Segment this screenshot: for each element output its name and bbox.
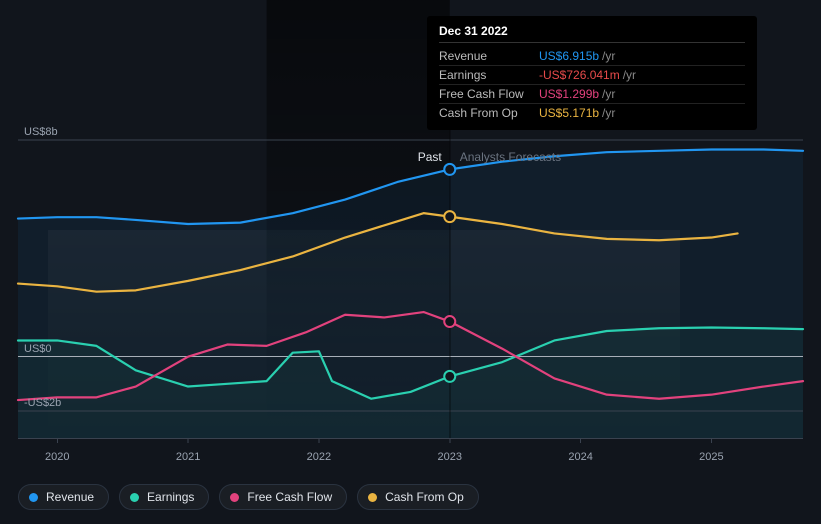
tooltip-row: Cash From OpUS$5.171b/yr — [439, 104, 745, 122]
tooltip-row-value: US$5.171b/yr — [539, 106, 745, 120]
tooltip-row: RevenueUS$6.915b/yr — [439, 47, 745, 66]
legend-dot-icon — [130, 493, 139, 502]
y-axis-label: US$8b — [24, 126, 58, 138]
legend-label: Free Cash Flow — [247, 490, 332, 504]
tooltip-row-value: US$1.299b/yr — [539, 87, 745, 101]
legend-item-revenue[interactable]: Revenue — [18, 484, 109, 510]
legend-label: Cash From Op — [385, 490, 464, 504]
tooltip-row-label: Free Cash Flow — [439, 87, 539, 101]
legend-label: Revenue — [46, 490, 94, 504]
tooltip-row-label: Earnings — [439, 68, 539, 82]
legend-item-fcf[interactable]: Free Cash Flow — [219, 484, 347, 510]
legend-item-earnings[interactable]: Earnings — [119, 484, 209, 510]
tooltip-row-value: -US$726.041m/yr — [539, 68, 745, 82]
legend-dot-icon — [29, 493, 38, 502]
legend-item-cfop[interactable]: Cash From Op — [357, 484, 479, 510]
x-axis-label: 2023 — [438, 451, 462, 463]
y-axis-label: -US$2b — [24, 397, 61, 409]
tooltip-row: Free Cash FlowUS$1.299b/yr — [439, 85, 745, 104]
tooltip-row-label: Cash From Op — [439, 106, 539, 120]
y-axis-label: US$0 — [24, 343, 52, 355]
tooltip-row: Earnings-US$726.041m/yr — [439, 66, 745, 85]
legend-dot-icon — [230, 493, 239, 502]
x-axis-label: 2025 — [699, 451, 723, 463]
financials-chart: Dec 31 2022 RevenueUS$6.915b/yrEarnings-… — [0, 0, 821, 524]
section-label-forecast: Analysts Forecasts — [460, 150, 561, 164]
x-axis-label: 2021 — [176, 451, 200, 463]
legend-label: Earnings — [147, 490, 194, 504]
x-axis-label: 2024 — [568, 451, 592, 463]
x-axis-label: 2020 — [45, 451, 69, 463]
chart-tooltip: Dec 31 2022 RevenueUS$6.915b/yrEarnings-… — [427, 16, 757, 130]
tooltip-date: Dec 31 2022 — [439, 24, 745, 43]
chart-legend: Revenue Earnings Free Cash Flow Cash From O… — [18, 484, 479, 510]
legend-dot-icon — [368, 493, 377, 502]
section-label-past: Past — [390, 150, 442, 164]
tooltip-row-label: Revenue — [439, 49, 539, 63]
tooltip-row-value: US$6.915b/yr — [539, 49, 745, 63]
x-axis-label: 2022 — [307, 451, 331, 463]
tooltip-rows: RevenueUS$6.915b/yrEarnings-US$726.041m/… — [439, 47, 745, 122]
